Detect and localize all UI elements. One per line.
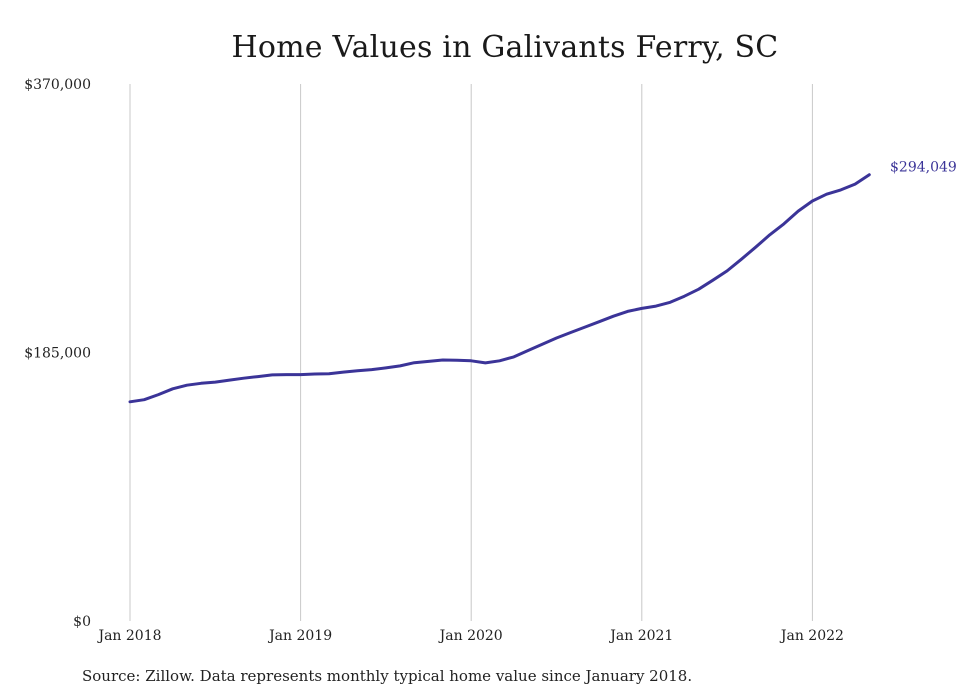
end-value-label: $294,049: [890, 160, 957, 176]
x-tick-label: Jan 2021: [608, 628, 673, 644]
x-tick-label: Jan 2019: [267, 628, 332, 644]
y-tick-label: $0: [73, 614, 91, 630]
y-tick-label: $370,000: [24, 77, 91, 93]
source-note: Source: Zillow. Data represents monthly …: [82, 667, 693, 685]
y-tick-label: $185,000: [24, 346, 91, 362]
series-line: [128, 173, 871, 404]
y-axis-ticks: $0 $185,000 $370,000: [24, 77, 91, 630]
x-tick-label: Jan 2018: [96, 628, 161, 644]
x-axis-ticks: Jan 2018 Jan 2019 Jan 2020 Jan 2021 Jan 2022: [96, 628, 843, 644]
x-tick-label: Jan 2022: [779, 628, 844, 644]
chart-title: Home Values in Galivants Ferry, SC: [231, 30, 779, 65]
end-value-label-group: $294,049: [890, 160, 957, 176]
vertical-gridlines: [129, 84, 813, 621]
x-tick-label: Jan 2020: [438, 628, 503, 644]
series-group: [128, 173, 871, 404]
